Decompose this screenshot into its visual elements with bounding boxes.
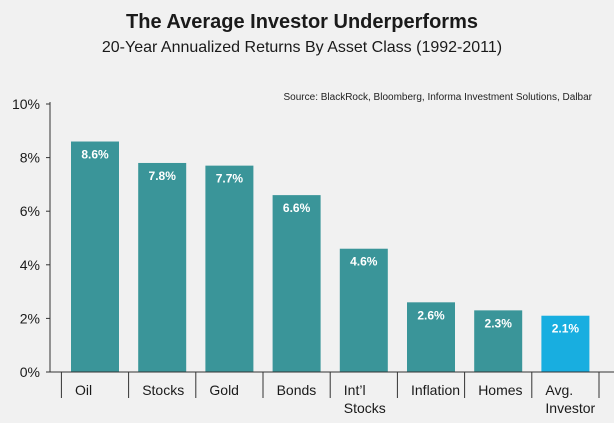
bar (138, 162, 187, 372)
x-tick-label: Inflation (411, 382, 460, 398)
bar (205, 165, 254, 372)
chart-title: The Average Investor Underperforms (126, 11, 478, 33)
y-tick-label: 0% (20, 364, 40, 380)
x-tick-label: Oil (75, 382, 92, 398)
bar-value-label: 6.6% (283, 201, 311, 215)
y-tick-label: 6% (20, 203, 40, 219)
x-tick-label: Bonds (277, 382, 317, 398)
bar (272, 195, 321, 372)
y-axis: 0% 2% 4% 6% 8% 10% (12, 96, 51, 380)
bar-value-label: 2.1% (552, 322, 580, 336)
bar-value-label: 7.8% (149, 169, 177, 183)
x-tick-label: Avg. (545, 382, 573, 398)
y-tick-label: 2% (20, 310, 40, 326)
bars-group: 8.6% 7.8% 7.7% 6.6% 4.6% 2.6% 2.3% 2.1% (71, 141, 590, 372)
bar-value-label: 2.6% (417, 308, 445, 322)
bar (71, 141, 119, 372)
x-tick-label: Investor (545, 400, 595, 416)
chart-source-note: Source: BlackRock, Bloomberg, Informa In… (284, 92, 593, 103)
x-tick-label: Stocks (142, 382, 184, 398)
bar-value-label: 2.3% (485, 316, 513, 330)
bar-value-label: 8.6% (81, 148, 109, 162)
y-tick-label: 4% (20, 257, 40, 273)
chart-subtitle: 20-Year Annualized Returns By Asset Clas… (102, 39, 502, 56)
bar (541, 315, 590, 372)
y-tick-label: 10% (12, 96, 40, 112)
bar (407, 302, 455, 372)
x-tick-label: Stocks (344, 400, 386, 416)
bar-value-label: 4.6% (350, 255, 378, 269)
bar (339, 248, 388, 372)
x-tick-label: Homes (478, 382, 522, 398)
x-tick-label: Gold (209, 382, 239, 398)
bar (474, 310, 523, 372)
x-axis: Oil Stocks Gold Bonds Int’l Stocks Inflation Ho… (50, 371, 614, 416)
y-tick-label: 8% (20, 150, 40, 166)
x-tick-label: Int’l (344, 382, 366, 398)
bar-value-label: 7.7% (216, 172, 244, 186)
